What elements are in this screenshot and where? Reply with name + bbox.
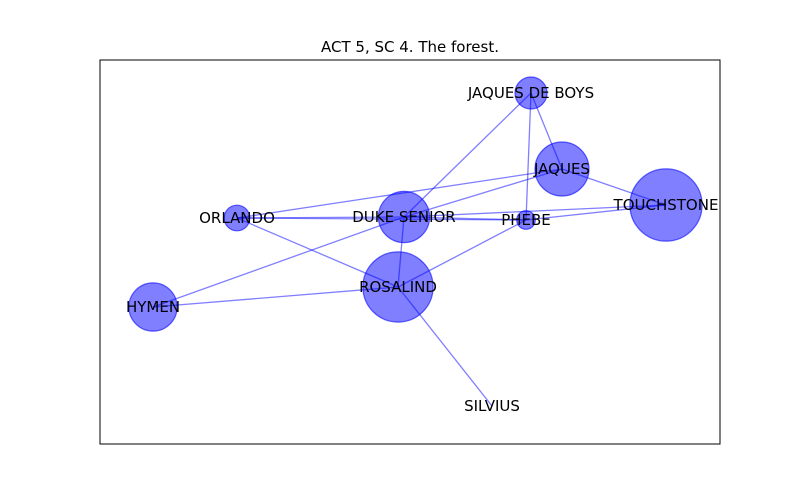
node-label-orlando: ORLANDO [199, 209, 275, 227]
node-label-silvius: SILVIUS [464, 397, 520, 415]
node-label-jaques: JAQUES [533, 160, 590, 178]
plot-frame [99, 59, 721, 445]
node-orlando [223, 204, 251, 232]
node-phebe [516, 210, 536, 230]
edge-duke_senior-touchstone [403, 204, 667, 218]
node-label-rosalind: ROSALIND [359, 278, 437, 296]
edge-layer [152, 92, 667, 407]
node-label-touchstone: TOUCHSTONE [613, 196, 719, 214]
node-jaques_de_boys [514, 76, 548, 110]
node-layer [128, 76, 703, 332]
node-label-jaques_de_boys: JAQUES DE BOYS [467, 84, 594, 102]
node-touchstone [629, 168, 703, 242]
node-hymen [128, 282, 178, 332]
edge-hymen-rosalind [152, 286, 399, 308]
node-duke_senior [377, 190, 431, 244]
node-rosalind [362, 251, 434, 323]
diagram-title: ACT 5, SC 4. The forest. [321, 38, 499, 56]
label-layer: JAQUES DE BOYS JAQUES TOUCHSTONE ORLANDO DUK… [126, 84, 718, 415]
node-label-duke_senior: DUKE SENIOR [352, 208, 455, 226]
edge-jaques_de_boys-duke_senior [403, 92, 532, 218]
node-jaques [534, 141, 590, 197]
edge-duke_senior-hymen [152, 216, 405, 308]
node-label-hymen: HYMEN [126, 298, 180, 316]
node-label-phebe: PHEBE [501, 211, 551, 229]
edge-jaques_de_boys-phebe [525, 92, 532, 221]
